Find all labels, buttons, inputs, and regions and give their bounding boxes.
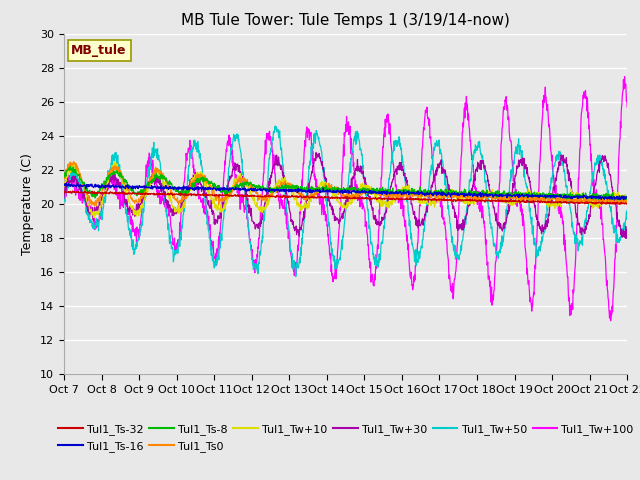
Tul1_Tw+100 [60,198,68,204]
Tul1_Tw+50 [312,141,319,146]
Tul1_Tw+10 [300,203,308,209]
Tul1_Tw+50 [381,216,389,221]
Tul1_Tw+30 [623,227,631,232]
Tul1_Ts-32 [127,190,134,196]
Tul1_Ts-32 [623,201,631,207]
Tul1_Tw+30 [104,180,111,186]
Tul1_Ts-16 [321,188,329,193]
Tul1_Ts-16 [60,181,68,187]
Tul1_Ts-16 [63,180,70,186]
Tul1_Ts0 [127,195,135,201]
Tul1_Ts-32 [321,194,329,200]
Tul1_Tw+10 [381,200,389,206]
Tul1_Tw+100 [321,211,328,217]
Tul1_Ts0 [300,196,308,202]
Tul1_Ts0 [92,203,100,209]
Y-axis label: Temperature (C): Temperature (C) [22,153,35,255]
Text: MB_tule: MB_tule [71,44,127,57]
Tul1_Ts-8 [127,187,134,193]
Tul1_Ts-32 [300,194,307,200]
Tul1_Tw+100 [299,167,307,172]
Tul1_Ts-16 [300,189,307,194]
Tul1_Tw+50 [623,207,631,213]
Tul1_Ts-32 [69,188,77,194]
Tul1_Tw+10 [312,190,319,196]
Tul1_Tw+100 [621,74,628,80]
Tul1_Tw+10 [91,215,99,220]
Tul1_Tw+10 [322,181,330,187]
Line: Tul1_Ts-16: Tul1_Ts-16 [64,183,627,200]
Tul1_Tw+30 [127,206,134,212]
Tul1_Ts-32 [381,196,388,202]
Tul1_Tw+100 [104,183,111,189]
Tul1_Ts-32 [60,189,68,194]
Tul1_Ts-16 [104,182,112,188]
Tul1_Ts0 [322,181,330,187]
Tul1_Tw+100 [623,104,631,110]
Tul1_Ts-16 [623,194,631,200]
Tul1_Tw+50 [292,274,300,279]
Line: Tul1_Ts-8: Tul1_Ts-8 [64,167,627,200]
Tul1_Ts-32 [104,190,112,196]
Tul1_Ts-8 [381,189,388,194]
Tul1_Ts0 [623,197,631,203]
Tul1_Ts-8 [66,164,74,169]
Tul1_Ts-32 [311,195,319,201]
Line: Tul1_Tw+30: Tul1_Tw+30 [64,153,627,239]
Tul1_Tw+10 [127,204,135,210]
Tul1_Tw+100 [381,125,388,131]
Line: Tul1_Ts0: Tul1_Ts0 [64,162,627,206]
Tul1_Tw+30 [381,211,388,217]
Tul1_Tw+30 [312,150,320,156]
Tul1_Tw+10 [104,179,112,185]
Tul1_Tw+50 [127,232,134,238]
Tul1_Ts-8 [614,197,622,203]
Tul1_Ts0 [381,192,389,198]
Tul1_Tw+30 [311,156,319,162]
Tul1_Tw+10 [623,197,631,203]
Tul1_Ts-16 [127,183,134,189]
Tul1_Ts0 [312,190,319,195]
Title: MB Tule Tower: Tule Temps 1 (3/19/14-now): MB Tule Tower: Tule Temps 1 (3/19/14-now… [181,13,510,28]
Line: Tul1_Tw+100: Tul1_Tw+100 [64,77,627,321]
Tul1_Tw+30 [321,176,329,182]
Tul1_Tw+30 [60,195,68,201]
Tul1_Ts-8 [300,188,307,193]
Tul1_Tw+10 [70,159,78,165]
Line: Tul1_Tw+10: Tul1_Tw+10 [64,162,627,217]
Tul1_Tw+30 [299,216,307,222]
Tul1_Ts-8 [104,177,112,182]
Tul1_Tw+50 [322,186,330,192]
Tul1_Ts-8 [321,186,329,192]
Tul1_Ts-32 [598,202,605,207]
Tul1_Tw+100 [311,171,319,177]
Tul1_Tw+100 [607,318,614,324]
Tul1_Ts-8 [311,185,319,191]
Line: Tul1_Ts-32: Tul1_Ts-32 [64,191,627,204]
Tul1_Tw+50 [271,123,279,129]
Tul1_Ts-8 [60,172,68,178]
Tul1_Tw+50 [104,174,111,180]
Tul1_Ts-8 [623,194,631,200]
Legend: Tul1_Ts-32, Tul1_Ts-16, Tul1_Ts-8, Tul1_Ts0, Tul1_Tw+10, Tul1_Tw+30, Tul1_Tw+50,: Tul1_Ts-32, Tul1_Ts-16, Tul1_Ts-8, Tul1_… [58,424,634,452]
Tul1_Tw+100 [127,221,134,227]
Line: Tul1_Tw+50: Tul1_Tw+50 [64,126,627,276]
Tul1_Tw+50 [300,221,308,227]
Tul1_Ts-16 [311,189,319,194]
Tul1_Ts0 [60,175,68,181]
Tul1_Ts-16 [620,197,627,203]
Tul1_Ts0 [70,159,77,165]
Tul1_Ts0 [104,172,112,178]
Tul1_Ts-16 [381,189,388,194]
Tul1_Tw+50 [60,198,68,204]
Tul1_Tw+30 [622,236,630,241]
Tul1_Tw+10 [60,184,68,190]
